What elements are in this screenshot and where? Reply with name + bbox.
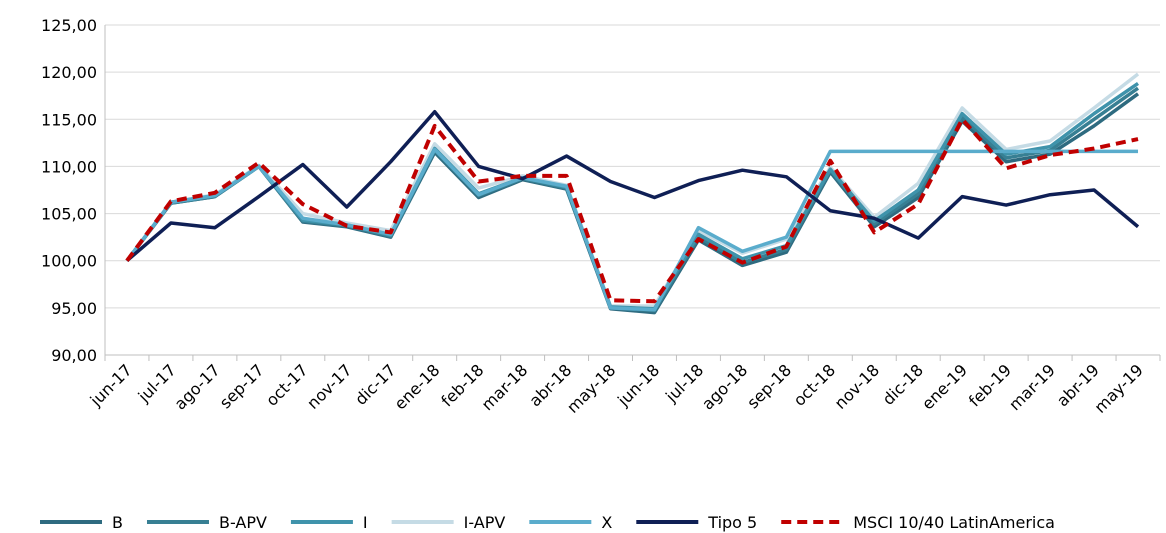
legend-label: B [112,513,123,532]
legend-label: I-APV [464,513,506,532]
series-line [125,86,1140,313]
x-tick-label: oct-18 [790,360,839,409]
x-tick-label: nov-18 [831,360,883,412]
x-tick-label: sep-18 [743,360,795,412]
legend-label: Tipo 5 [707,513,757,532]
series-line [125,82,1140,311]
x-tick-label: jun-17 [86,360,136,410]
y-tick-label: 110,00 [41,157,97,176]
x-tick-label: ene-19 [918,360,971,413]
x-tick-label: ene-18 [391,360,444,413]
x-tick-label: ago-18 [698,360,751,413]
x-tick-label: sep-17 [216,360,268,412]
x-tick-label: ago-17 [171,360,224,413]
y-tick-label: 125,00 [41,16,97,35]
series-line [125,147,1139,312]
x-tick-label: oct-17 [262,360,311,409]
y-tick-label: 105,00 [41,205,97,224]
y-tick-label: 115,00 [41,110,97,129]
legend-label: B-APV [219,513,267,532]
y-tick-label: 100,00 [41,252,97,271]
series-line [125,109,1140,263]
series-line [125,92,1140,315]
series-line [125,72,1140,308]
legend-label: MSCI 10/40 LatinAmerica [853,513,1055,532]
y-tick-label: 90,00 [51,346,97,365]
x-tick-label: nov-17 [303,360,355,412]
x-tick-label: mar-18 [478,360,532,414]
legend-label: X [601,513,612,532]
y-tick-label: 120,00 [41,63,97,82]
series-line [125,117,1139,304]
y-tick-label: 95,00 [51,299,97,318]
x-tick-label: may-19 [1090,360,1146,416]
x-tick-label: may-18 [563,360,619,416]
x-tick-label: jun-18 [613,360,663,410]
x-tick-label: mar-19 [1005,360,1059,414]
legend-label: I [363,513,368,532]
